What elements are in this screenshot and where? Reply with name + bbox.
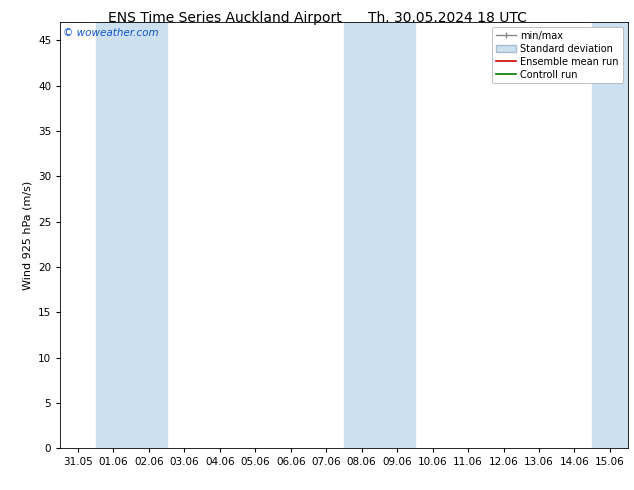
Bar	[379, 22, 415, 448]
Bar	[592, 22, 628, 448]
Bar	[131, 22, 167, 448]
Text: ENS Time Series Auckland Airport      Th. 30.05.2024 18 UTC: ENS Time Series Auckland Airport Th. 30.…	[108, 11, 526, 25]
Y-axis label: Wind 925 hPa (m/s): Wind 925 hPa (m/s)	[22, 181, 32, 290]
Bar	[344, 22, 379, 448]
Text: © woweather.com: © woweather.com	[63, 28, 158, 38]
Legend: min/max, Standard deviation, Ensemble mean run, Controll run: min/max, Standard deviation, Ensemble me…	[492, 27, 623, 83]
Bar	[96, 22, 131, 448]
